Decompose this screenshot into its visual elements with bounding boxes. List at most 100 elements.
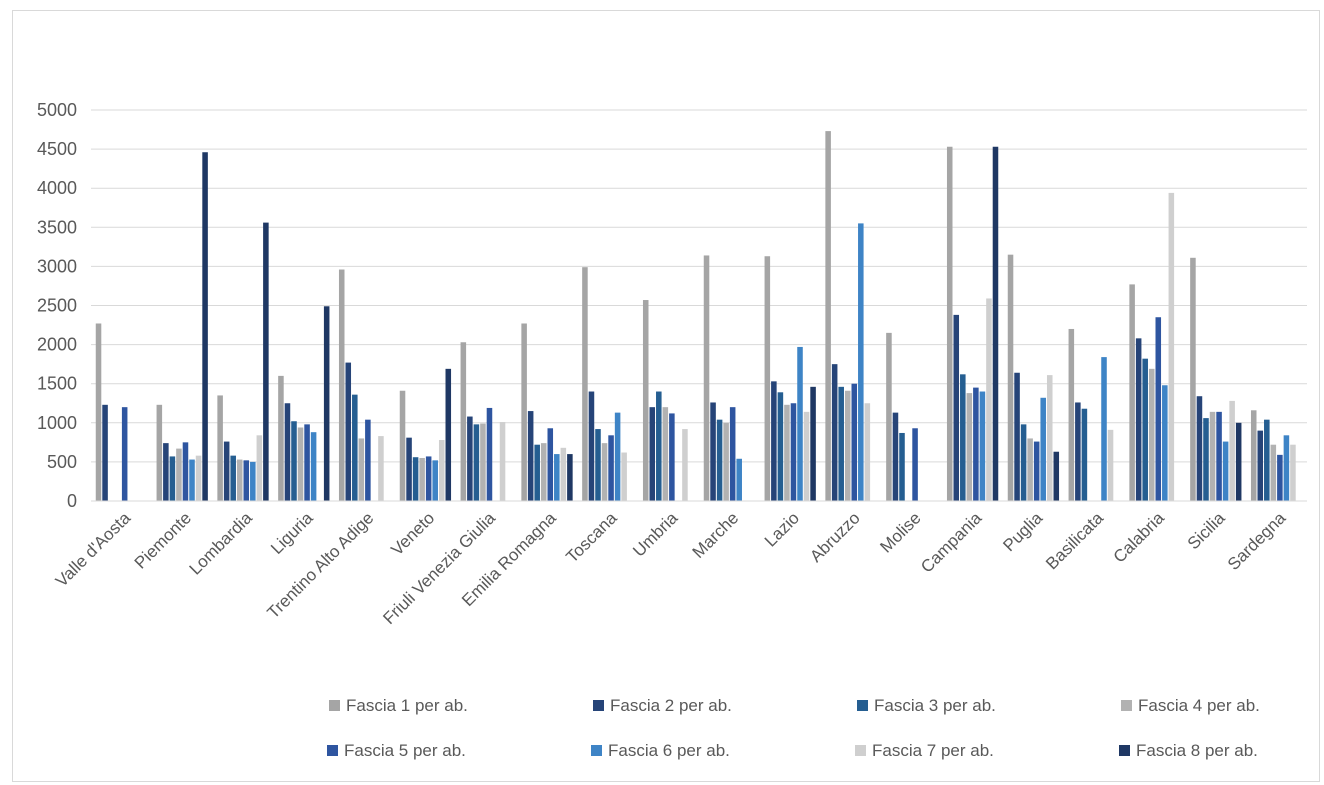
legend-label: Fascia 8 per ab. xyxy=(1136,741,1258,760)
bar xyxy=(886,332,892,501)
bar xyxy=(656,391,662,501)
bar xyxy=(1129,284,1135,501)
bar xyxy=(1046,375,1053,501)
legend-item: Fascia 8 per ab. xyxy=(1119,741,1258,760)
bar xyxy=(953,314,960,501)
category-label: Lombardia xyxy=(186,508,257,579)
bar xyxy=(831,364,838,501)
bar xyxy=(310,432,317,501)
y-tick-label: 3000 xyxy=(37,256,77,276)
bar xyxy=(540,443,547,501)
bar xyxy=(499,422,506,501)
y-tick-label: 1000 xyxy=(37,413,77,433)
bar xyxy=(1040,397,1046,501)
bar xyxy=(1283,435,1290,501)
bar xyxy=(992,146,999,501)
bar xyxy=(810,386,816,501)
category-label: Valle d'Aosta xyxy=(52,508,135,591)
bar xyxy=(979,391,986,501)
legend-swatch xyxy=(327,745,338,756)
bar xyxy=(864,403,871,501)
category-label: Marche xyxy=(689,508,743,562)
category-label: Liguria xyxy=(267,508,317,558)
bar xyxy=(777,392,784,501)
bar xyxy=(399,390,406,501)
bar xyxy=(323,306,330,501)
bar xyxy=(682,429,688,501)
bar xyxy=(547,428,554,501)
bar xyxy=(352,394,358,501)
bar xyxy=(1216,411,1222,501)
bar xyxy=(278,375,284,501)
bar xyxy=(406,437,412,501)
bar xyxy=(1190,257,1196,501)
category-label: Lazio xyxy=(761,508,803,550)
bar xyxy=(567,454,573,501)
bar xyxy=(1257,430,1264,501)
bar xyxy=(1264,419,1270,501)
bar xyxy=(95,323,102,501)
bar xyxy=(256,435,263,501)
bar xyxy=(716,419,723,501)
y-tick-label: 4000 xyxy=(37,178,77,198)
legend-label: Fascia 3 per ab. xyxy=(874,696,996,715)
bar xyxy=(358,438,365,501)
legend-swatch xyxy=(1121,700,1132,711)
bar xyxy=(1107,429,1114,501)
category-label: Trentino Alto Adige xyxy=(264,508,378,622)
bar xyxy=(966,393,973,501)
legend-swatch xyxy=(855,745,866,756)
bar xyxy=(1235,422,1242,501)
bar xyxy=(729,407,736,501)
bar xyxy=(710,402,716,501)
bar xyxy=(202,152,208,502)
bar xyxy=(1290,444,1296,501)
bar xyxy=(284,403,291,501)
bar xyxy=(1277,454,1283,501)
bar xyxy=(1270,444,1277,501)
bar xyxy=(1229,400,1235,501)
bar xyxy=(486,407,493,501)
bar xyxy=(946,146,953,501)
bar xyxy=(899,432,905,501)
bar xyxy=(858,223,864,501)
y-tick-label: 5000 xyxy=(37,100,77,120)
y-tick-label: 0 xyxy=(67,491,77,511)
gridlines xyxy=(91,109,1307,463)
category-label: Umbria xyxy=(629,508,682,561)
legend-item: Fascia 2 per ab. xyxy=(593,696,732,715)
bar xyxy=(662,407,669,501)
bar xyxy=(534,444,540,501)
bar xyxy=(601,443,608,501)
bar xyxy=(771,381,777,501)
bar xyxy=(1135,338,1142,501)
bar xyxy=(182,442,189,501)
category-label: Puglia xyxy=(999,508,1046,555)
bar xyxy=(649,407,656,501)
category-label: Toscana xyxy=(562,508,621,567)
bar xyxy=(642,300,649,501)
legend-item: Fascia 1 per ab. xyxy=(329,696,468,715)
bars xyxy=(95,131,1296,502)
bar xyxy=(838,386,844,501)
y-tick-label: 4500 xyxy=(37,139,77,159)
legend-label: Fascia 5 per ab. xyxy=(344,741,466,760)
bar xyxy=(803,411,810,501)
legend-label: Fascia 2 per ab. xyxy=(610,696,732,715)
bar xyxy=(844,390,851,501)
bar xyxy=(560,447,567,501)
category-label: Sicilia xyxy=(1184,508,1229,553)
bar xyxy=(1075,402,1081,501)
y-tick-label: 500 xyxy=(47,452,77,472)
bar xyxy=(121,407,128,501)
bar xyxy=(163,443,169,501)
category-label: Campania xyxy=(917,508,986,577)
legend-label: Fascia 1 per ab. xyxy=(346,696,468,715)
legend: Fascia 1 per ab. Fascia 2 per ab. Fascia 3… xyxy=(327,696,1260,760)
y-tick-label: 2000 xyxy=(37,335,77,355)
bar xyxy=(297,427,304,501)
bar xyxy=(425,456,432,501)
category-label: Abruzzo xyxy=(806,508,864,566)
bar xyxy=(189,459,195,501)
